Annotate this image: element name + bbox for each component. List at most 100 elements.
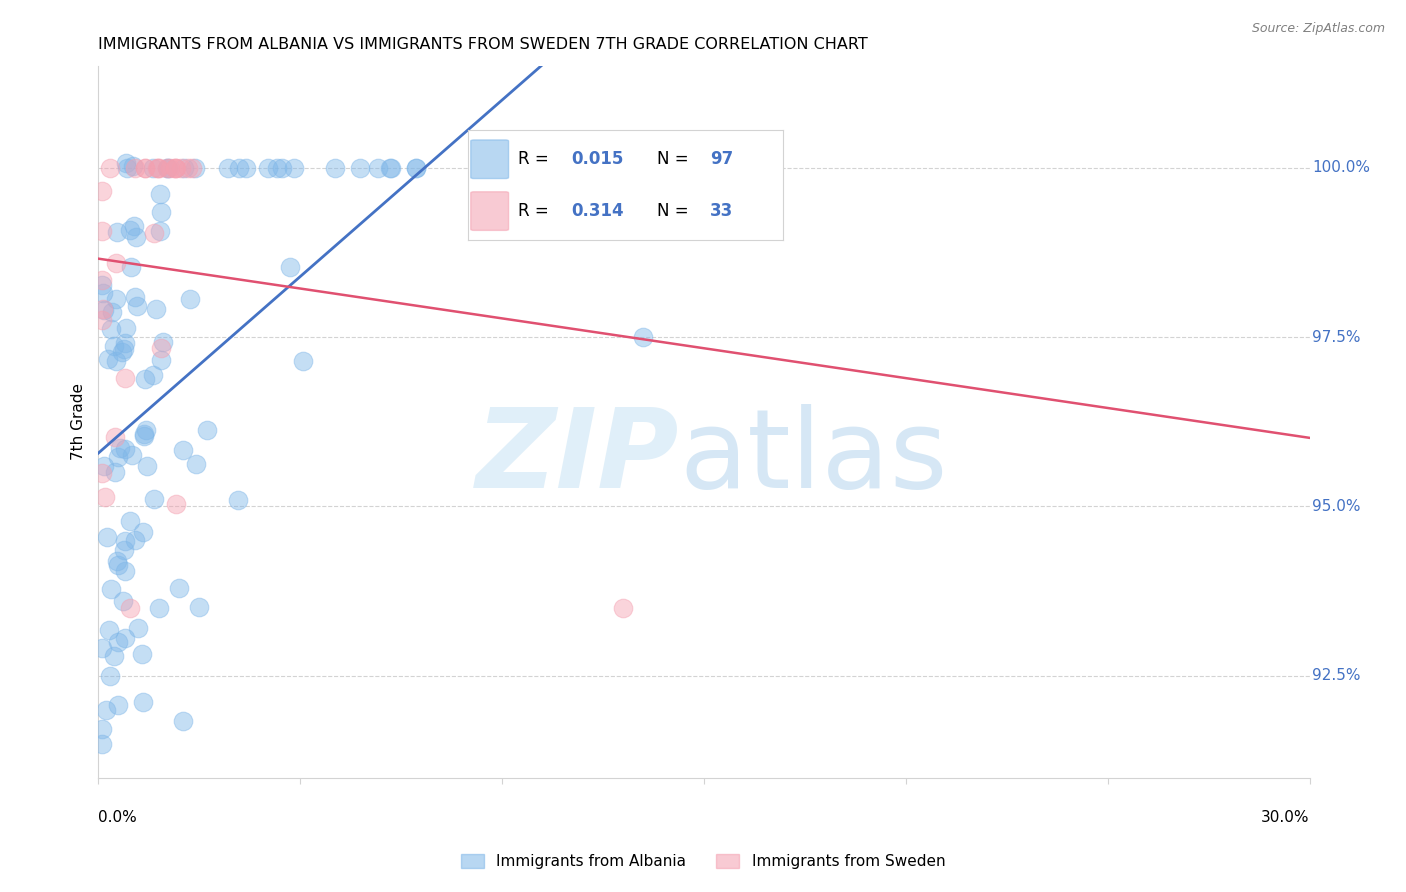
Point (135, 423, 157, 437)
Point (111, 594, 134, 608)
Legend: Immigrants from Albania, Immigrants from Sweden: Immigrants from Albania, Immigrants from… (454, 848, 952, 875)
Point (107, 635, 129, 649)
Point (405, 161, 427, 175)
Point (235, 161, 257, 175)
Point (367, 161, 389, 175)
Point (142, 161, 165, 175)
Point (103, 430, 125, 444)
Point (163, 161, 186, 175)
Point (157, 161, 180, 175)
Point (97, 352, 120, 367)
Point (378, 161, 401, 175)
Point (177, 161, 200, 175)
Point (146, 161, 169, 175)
Point (135, 458, 157, 473)
Point (172, 442, 194, 457)
Point (91, 466, 114, 480)
Point (142, 368, 165, 382)
Point (91, 273, 114, 287)
Point (122, 219, 145, 233)
Point (142, 226, 165, 240)
Point (120, 260, 142, 274)
Point (349, 161, 371, 175)
Point (266, 161, 288, 175)
Point (96, 530, 118, 544)
Point (114, 631, 136, 645)
Y-axis label: 7th Grade: 7th Grade (72, 384, 86, 460)
Point (114, 564, 136, 578)
Point (107, 698, 129, 712)
Text: atlas: atlas (679, 404, 948, 511)
Point (98, 161, 121, 175)
Point (149, 224, 172, 238)
Point (107, 450, 129, 464)
Point (120, 601, 142, 615)
Point (91, 722, 114, 736)
Point (91, 312, 114, 326)
Point (145, 301, 167, 316)
Point (91, 302, 114, 317)
Point (98, 623, 121, 637)
Point (107, 558, 129, 573)
Point (156, 161, 179, 175)
Point (633, 330, 655, 344)
Point (132, 524, 155, 539)
Text: 100.0%: 100.0% (1312, 161, 1371, 175)
Point (104, 354, 127, 368)
Point (91, 737, 114, 751)
Point (121, 448, 143, 462)
Point (184, 161, 207, 175)
Point (165, 161, 187, 175)
Point (125, 230, 148, 244)
Point (148, 601, 170, 615)
Point (114, 156, 136, 170)
Point (150, 205, 173, 219)
Point (112, 542, 135, 557)
Point (114, 335, 136, 350)
Point (121, 159, 143, 173)
Point (114, 533, 136, 548)
Point (105, 225, 128, 239)
Point (172, 714, 194, 729)
Point (155, 161, 177, 175)
Text: 30.0%: 30.0% (1261, 810, 1310, 824)
Point (131, 647, 153, 661)
Point (93, 302, 115, 317)
Point (91, 277, 114, 292)
Point (118, 222, 141, 236)
Point (91, 640, 114, 655)
Point (132, 429, 155, 443)
Point (195, 423, 218, 437)
Point (134, 161, 156, 175)
Point (94, 490, 117, 504)
Point (148, 161, 170, 175)
Point (115, 320, 138, 334)
Point (167, 581, 190, 595)
Point (170, 161, 193, 175)
Point (108, 442, 131, 456)
Point (91, 285, 114, 300)
Text: 92.5%: 92.5% (1312, 668, 1361, 683)
Point (612, 601, 634, 615)
Point (93, 459, 115, 474)
Point (283, 161, 305, 175)
Point (104, 256, 127, 270)
Point (100, 582, 122, 596)
Point (134, 161, 156, 175)
Point (91, 224, 114, 238)
Text: 0.0%: 0.0% (98, 810, 136, 824)
Point (100, 321, 122, 335)
Text: ZIP: ZIP (477, 404, 679, 511)
Point (179, 292, 201, 306)
Point (124, 533, 146, 547)
Point (118, 514, 141, 528)
Point (257, 161, 280, 175)
Point (278, 260, 301, 274)
Text: Source: ZipAtlas.com: Source: ZipAtlas.com (1251, 22, 1385, 36)
Point (146, 161, 169, 175)
Point (181, 161, 204, 175)
Point (114, 371, 136, 385)
Point (292, 353, 315, 368)
Point (603, 161, 626, 175)
Point (173, 161, 195, 175)
